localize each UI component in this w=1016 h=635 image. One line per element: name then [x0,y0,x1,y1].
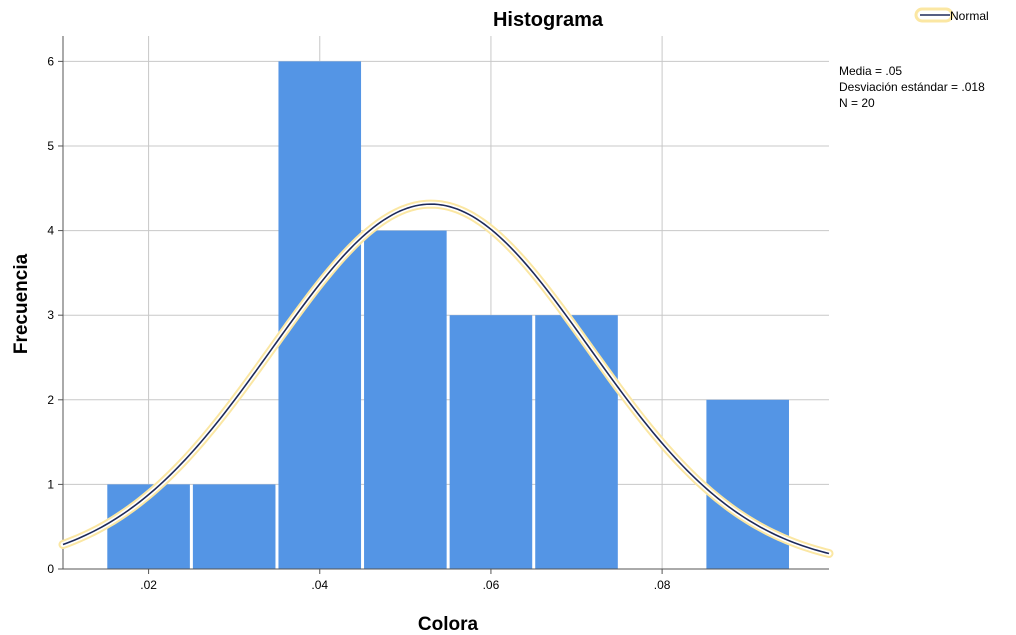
x-tick-label: .06 [483,578,500,592]
legend-swatch-glow [914,7,954,23]
stat-n: N = 20 [839,96,875,110]
x-tick-label: .08 [654,578,671,592]
x-axis-label: Colora [418,614,479,635]
chart-title: Histograma [493,9,604,31]
histogram-bar [364,230,447,570]
y-tick-label: 6 [47,54,54,68]
legend-entry-normal: Normal [950,9,989,23]
stat-sd: Desviación estándar = .018 [839,80,985,94]
stats-box: Media = .05 Desviación estándar = .018 N… [839,64,985,110]
y-tick-label: 0 [47,562,54,576]
histogram-bar [192,484,276,569]
y-tick-label: 3 [47,308,54,322]
histogram-bar [449,315,533,569]
histogram-bar [706,399,789,569]
grid [63,36,829,569]
y-tick-label: 5 [47,139,54,153]
y-tick-label: 2 [47,393,54,407]
y-axis-label: Frecuencia [11,253,32,354]
normal-curve [58,199,834,558]
normal-curve-line [62,203,830,555]
x-tick-label: .02 [140,578,157,592]
axes: 0 1 2 3 4 5 6 .02 .04 .06 .08 [47,36,829,592]
stat-mean: Media = .05 [839,64,902,78]
histogram-bar [535,315,618,569]
y-tick-label: 4 [47,224,54,238]
x-tick-label: .04 [311,578,328,592]
y-tick-label: 1 [47,477,54,491]
legend: Normal [914,7,989,23]
